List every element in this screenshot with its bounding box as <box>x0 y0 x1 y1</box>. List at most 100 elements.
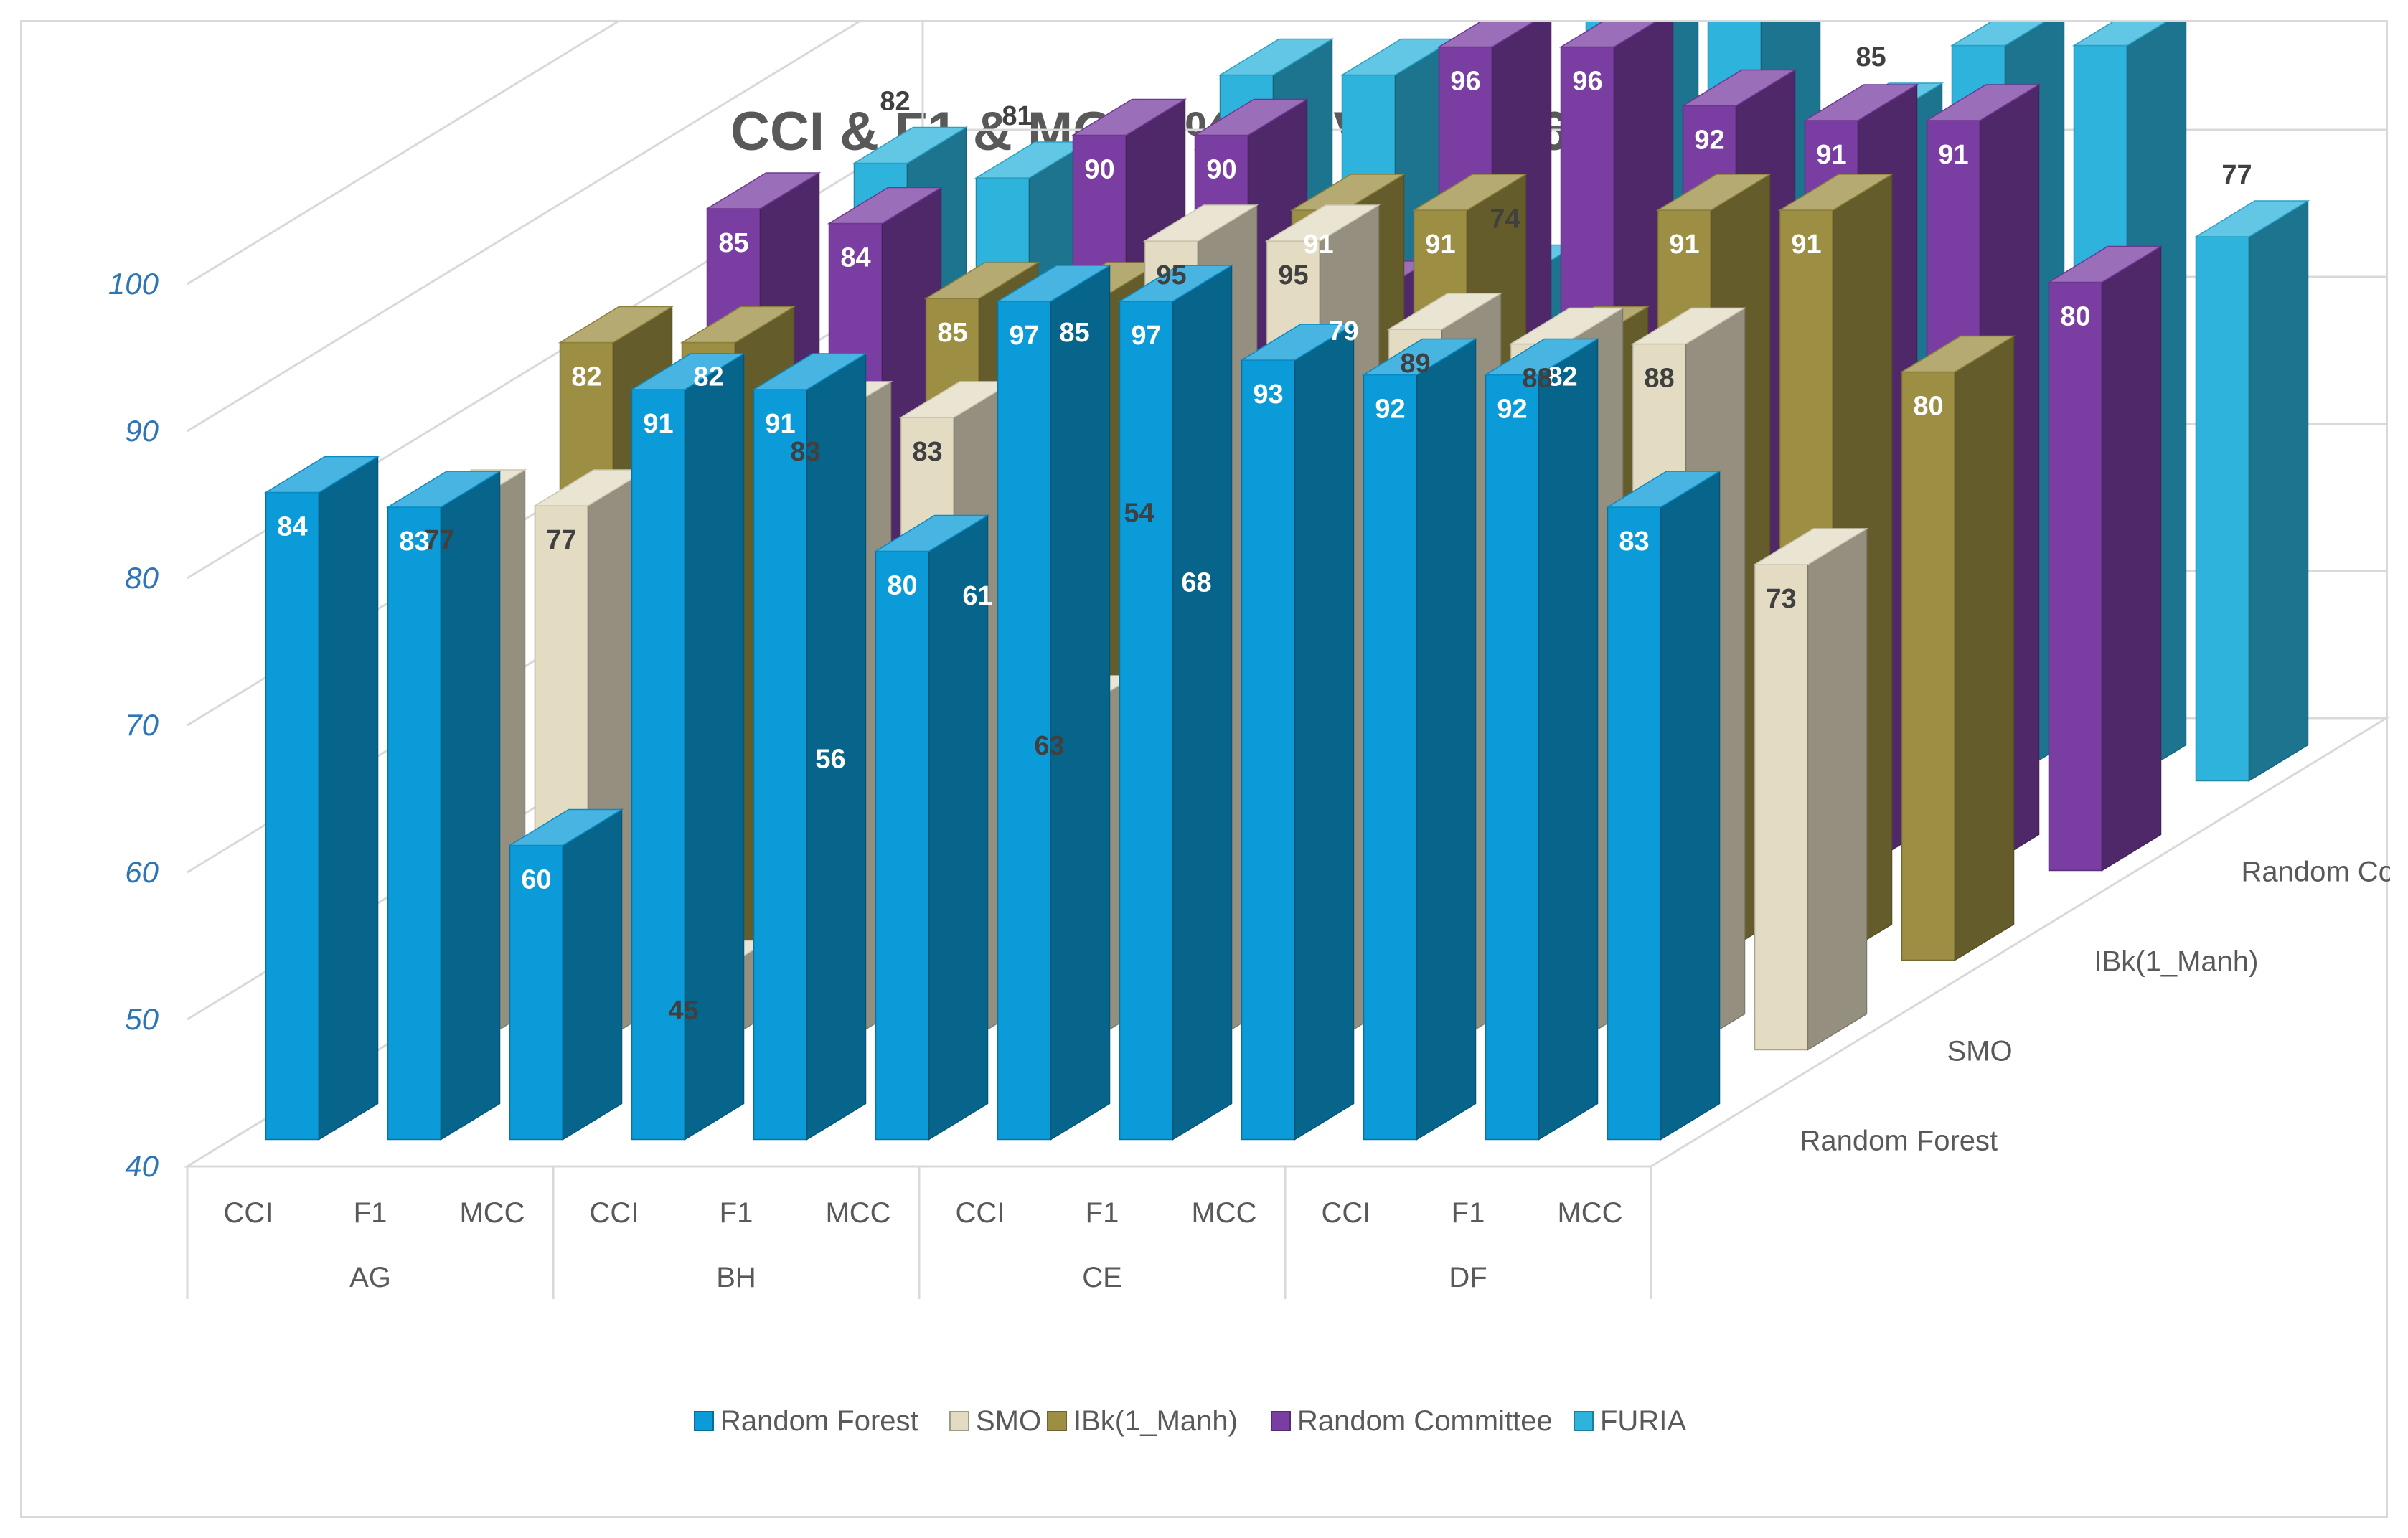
category-tick-label: CCI <box>956 1197 1005 1229</box>
data-label: 60 <box>521 865 551 895</box>
data-label: 90 <box>1084 155 1114 185</box>
data-label: 97 <box>1131 321 1161 351</box>
y-tick-label: 100 <box>108 267 159 301</box>
y-axis-ticks: 40 50 60 70 80 90 100 <box>108 267 159 1183</box>
bar <box>385 470 502 1141</box>
bar <box>1239 323 1356 1141</box>
bar <box>507 808 624 1141</box>
data-label: 88 <box>1246 22 1276 29</box>
data-label: 54 <box>1124 499 1154 529</box>
legend-label: Random Forest <box>720 1405 918 1437</box>
data-label: 91 <box>1425 230 1455 260</box>
legend-item: IBk(1_Manh) <box>1047 1405 1238 1437</box>
data-label: 92 <box>1375 395 1405 425</box>
data-labels: 8281548888749292859090778584619090799696… <box>277 22 2252 1026</box>
data-label: 97 <box>1009 321 1039 351</box>
bar <box>1483 338 1600 1141</box>
data-label: 93 <box>1253 379 1283 410</box>
series-depth-axis: Random Forest SMO IBk(1_Manh) Random Commit… <box>1800 767 2391 1157</box>
data-label: 82 <box>571 362 601 392</box>
data-label: 96 <box>1572 67 1602 97</box>
bar <box>873 514 990 1141</box>
bar <box>1752 527 1869 1051</box>
category-tick-label: MCC <box>1191 1197 1256 1229</box>
data-label: 80 <box>887 571 917 601</box>
data-label: 77 <box>424 525 454 555</box>
bar <box>629 352 746 1141</box>
data-label: 82 <box>1547 362 1577 392</box>
category-axis: CCI F1 MCC CCI F1 MCC CCI F1 MCC CCI F1 MCC AG BH CE DF <box>186 1165 1652 1299</box>
data-label: 63 <box>1034 731 1064 761</box>
bar <box>1899 335 2016 961</box>
bar <box>2193 199 2310 782</box>
category-tick-label: F1 <box>1086 1197 1119 1229</box>
data-label: 61 <box>962 581 992 611</box>
data-label: 92 <box>1694 126 1724 156</box>
bar <box>1361 338 1478 1141</box>
bars <box>263 22 2310 1141</box>
data-label: 77 <box>2221 160 2252 190</box>
category-tick-label: F1 <box>354 1197 387 1229</box>
legend-swatch <box>1574 1411 1594 1431</box>
legend-swatch <box>949 1411 969 1431</box>
bar <box>1117 264 1234 1141</box>
data-label: 90 <box>1206 155 1236 185</box>
data-label: 95 <box>1278 260 1308 291</box>
group-label: BH <box>716 1262 756 1293</box>
data-label: 91 <box>643 409 673 439</box>
data-label: 82 <box>693 362 723 392</box>
category-tick-label: CCI <box>590 1197 639 1229</box>
y-tick-label: 90 <box>125 414 159 448</box>
data-label: 83 <box>1619 527 1649 557</box>
data-label: 88 <box>1368 22 1398 29</box>
gridline <box>187 22 860 433</box>
data-label: 85 <box>937 318 967 348</box>
legend-swatch <box>694 1411 714 1431</box>
bar <box>1605 470 1722 1141</box>
depth-axis-label: Random Forest <box>1800 1126 1998 1157</box>
data-label: 92 <box>1497 395 1527 425</box>
data-label: 81 <box>1002 101 1032 131</box>
y-tick-label: 80 <box>125 561 159 595</box>
data-label: 96 <box>1450 67 1480 97</box>
depth-axis-label: IBk(1_Manh) <box>2094 946 2259 978</box>
legend-item: FURIA <box>1574 1405 1686 1437</box>
legend-label: Random Committee <box>1297 1405 1553 1437</box>
legend-swatch <box>1271 1411 1291 1431</box>
category-tick-label: MCC <box>825 1197 890 1229</box>
data-label: 91 <box>765 409 795 439</box>
data-label: 84 <box>277 512 307 542</box>
data-label: 95 <box>1156 260 1186 291</box>
y-tick-label: 40 <box>125 1149 159 1183</box>
chart-frame: CCI & F1 & MCC (%) of VAD (4–6) Seg V 40… <box>20 20 2391 1518</box>
depth-axis-label: Random Committee <box>2242 857 2391 888</box>
data-label: 91 <box>1791 230 1821 260</box>
gridline <box>187 22 619 286</box>
y-tick-label: 70 <box>125 708 159 742</box>
data-label: 91 <box>1938 140 1968 170</box>
bar <box>263 456 380 1141</box>
data-label: 85 <box>1059 318 1089 348</box>
bar <box>751 352 868 1141</box>
data-label: 91 <box>1303 230 1333 260</box>
legend-item: Random Committee <box>1271 1405 1553 1437</box>
data-label: 85 <box>718 228 748 258</box>
legend: Random Forest SMO IBk(1_Manh) Random Commit… <box>694 1405 1686 1437</box>
legend-item: SMO <box>949 1405 1041 1437</box>
data-label: 88 <box>1644 364 1674 394</box>
depth-axis-label: SMO <box>1947 1036 2013 1067</box>
category-tick-label: MCC <box>459 1197 525 1229</box>
y-tick-label: 60 <box>125 855 159 889</box>
data-label: 88 <box>1522 364 1552 394</box>
category-tick-label: CCI <box>224 1197 273 1229</box>
legend-label: FURIA <box>1600 1405 1686 1437</box>
data-label: 85 <box>1856 42 1886 72</box>
data-label: 83 <box>399 527 429 557</box>
group-label: CE <box>1082 1262 1122 1293</box>
group-label: DF <box>1449 1262 1487 1293</box>
data-label: 83 <box>912 437 942 467</box>
data-label: 82 <box>880 87 910 117</box>
category-tick-label: F1 <box>1452 1197 1485 1229</box>
data-label: 91 <box>1669 230 1699 260</box>
data-label: 45 <box>668 996 698 1026</box>
